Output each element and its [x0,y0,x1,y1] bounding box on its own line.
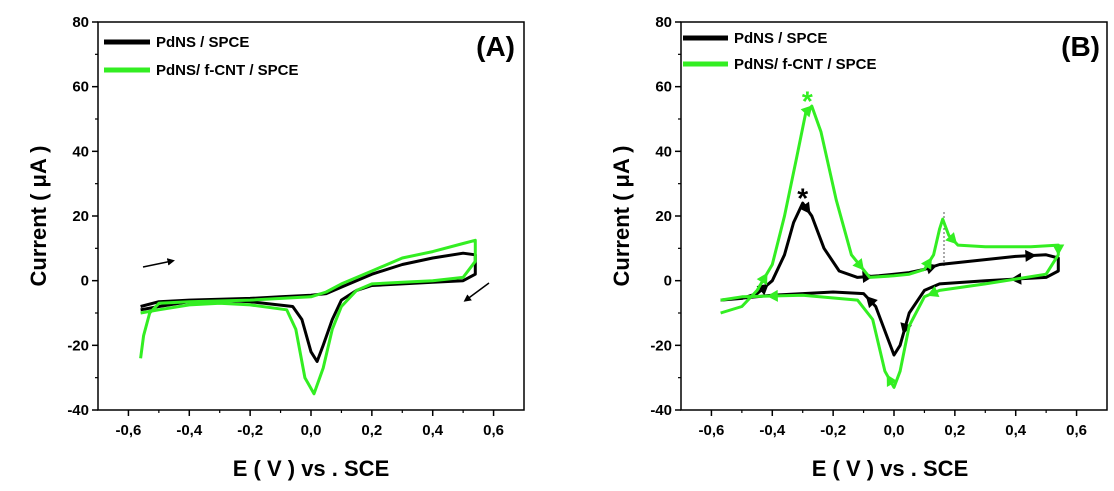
x-tick-label: 0,0 [884,422,905,439]
x-tick-label: 0,4 [422,422,444,439]
y-tick-label: 60 [72,79,89,96]
panel-a-series [139,238,477,396]
y-tick-label: 40 [72,143,89,160]
series-line-pdns-spce [140,251,477,363]
direction-arrowhead [852,258,864,271]
y-tick-label: 0 [81,273,89,290]
y-tick-label: 80 [655,14,672,31]
y-tick-label: -20 [650,337,672,354]
x-tick-label: 0,0 [301,422,322,439]
peak-marker-asterisk: * [797,182,808,213]
panel-a-y-ticks: -40 -20 0 20 40 60 80 [67,14,98,419]
x-tick-label: 0,2 [944,422,965,439]
series-line-pdns-spce [720,201,1060,357]
y-tick-label: 80 [72,14,89,31]
scan-direction-arrow-right [463,282,490,302]
panel-b-label: (B) [1061,31,1100,62]
x-tick-label: -0,2 [237,422,263,439]
panel-a-scan-arrows [142,258,490,302]
direction-arrowhead [756,272,768,286]
panel-b: -0,6 -0,4 -0,2 0,0 0,2 0,4 0,6 -40 -20 0 20 40 60 80… [609,14,1108,481]
panel-a-y-axis-title: Current ( μA ) [26,146,51,287]
direction-arrowhead [800,105,813,118]
legend-label-pdns-spce: PdNS / SPCE [734,30,827,47]
peak-marker-asterisk: * [802,85,813,116]
panel-b-y-ticks: -40 -20 0 20 40 60 80 [650,14,681,419]
y-tick-label: -20 [67,337,89,354]
x-tick-label: -0,6 [698,422,724,439]
panel-b-x-axis-title: E ( V ) vs . SCE [812,456,969,481]
direction-arrowhead [1025,249,1037,262]
direction-arrowhead [865,296,878,309]
direction-arrowhead [766,289,778,302]
direction-arrowhead [926,285,940,297]
panel-a-legend: PdNS / SPCE PdNS/ f-CNT / SPCE [104,34,299,79]
x-tick-label: -0,6 [115,422,141,439]
series-line-pdns-fcnt-spce [139,238,477,396]
direction-arrowhead [1052,244,1065,256]
y-tick-label: 40 [655,143,672,160]
legend-label-pdns-spce: PdNS / SPCE [156,34,249,51]
x-tick-label: -0,4 [759,422,786,439]
x-tick-label: 0,2 [361,422,382,439]
y-tick-label: 60 [655,79,672,96]
y-tick-label: -40 [650,402,672,419]
y-tick-label: 20 [655,208,672,225]
panel-b-series [720,104,1065,389]
scan-direction-arrow-left [142,258,175,268]
direction-arrowhead [945,232,958,245]
direction-arrowhead [799,201,811,215]
panel-a-x-ticks: -0,6 -0,4 -0,2 0,0 0,2 0,4 0,6 [115,410,504,439]
direction-arrowhead [920,257,932,270]
panel-b-legend: PdNS / SPCE PdNS/ f-CNT / SPCE [683,30,877,73]
panel-a-label: (A) [476,31,515,62]
x-tick-label: 0,4 [1005,422,1027,439]
panel-a-x-axis-title: E ( V ) vs . SCE [233,456,390,481]
x-tick-label: -0,2 [820,422,846,439]
panel-b-x-ticks: -0,6 -0,4 -0,2 0,0 0,2 0,4 0,6 [698,410,1087,439]
panel-b-y-axis-title: Current ( μA ) [609,146,634,287]
legend-label-pdns-fcnt-spce: PdNS/ f-CNT / SPCE [156,62,299,79]
x-tick-label: -0,4 [176,422,203,439]
y-tick-label: 0 [664,273,672,290]
panel-a: -0,6 -0,4 -0,2 0,0 0,2 0,4 0,6 -40 -20 0 20 40 60 80… [26,14,525,481]
panel-b-annotations: ** [797,85,813,213]
legend-label-pdns-fcnt-spce: PdNS/ f-CNT / SPCE [734,56,877,73]
x-tick-label: 0,6 [483,422,504,439]
y-tick-label: -40 [67,402,89,419]
direction-arrowhead [886,374,898,388]
y-tick-label: 20 [72,208,89,225]
x-tick-label: 0,6 [1066,422,1087,439]
